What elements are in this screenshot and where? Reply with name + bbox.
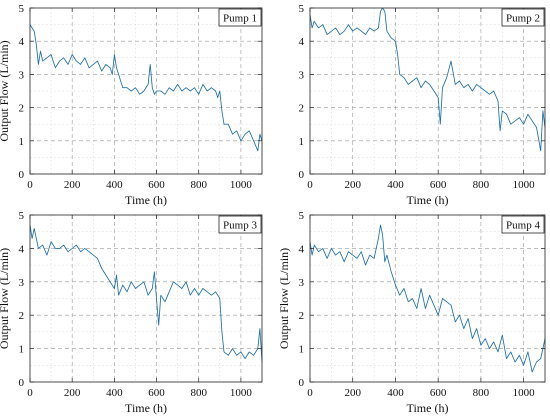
y-tick-label: 0 bbox=[19, 377, 25, 389]
y-tick-label: 0 bbox=[299, 169, 305, 181]
y-tick-label: 3 bbox=[299, 277, 305, 289]
y-tick-label: 1 bbox=[19, 344, 25, 356]
x-tick-label: 1000 bbox=[513, 387, 536, 399]
chart-panel-2: 0 200 400 600 800 1000 0 1 2 3 4 5 Time (h) Pump 2 bbox=[299, 3, 546, 207]
x-axis-label: Time (h) bbox=[407, 193, 449, 207]
x-tick-label: 600 bbox=[430, 387, 447, 399]
plot-frame bbox=[29, 7, 263, 175]
x-tick-label: 0 bbox=[27, 179, 33, 191]
series-line-2-1 bbox=[309, 7, 546, 152]
y-tick-label: 3 bbox=[19, 277, 25, 289]
y-tick-label: 5 bbox=[19, 3, 25, 15]
plot-frame bbox=[309, 214, 546, 383]
series-line-1-1 bbox=[29, 24, 263, 152]
plot-frame bbox=[309, 7, 546, 175]
x-tick-label: 1000 bbox=[513, 179, 536, 191]
x-axis-label: Time (h) bbox=[125, 193, 167, 207]
x-axis-label: Time (h) bbox=[125, 401, 167, 415]
y-axis-label: Output Flow (L/min) bbox=[277, 248, 291, 349]
legend-box bbox=[218, 8, 262, 27]
chart-panel-4: 0 200 400 600 800 1000 0 1 2 3 4 5 Time (h) Output Fl… bbox=[277, 210, 546, 415]
legend-box bbox=[501, 8, 545, 27]
legend-label: Pump 1 bbox=[223, 13, 257, 25]
y-tick-label: 1 bbox=[299, 344, 305, 356]
x-tick-label: 1000 bbox=[230, 387, 253, 399]
y-tick-label: 2 bbox=[19, 310, 25, 322]
x-tick-label: 200 bbox=[344, 387, 361, 399]
legend-label: Pump 4 bbox=[506, 220, 540, 232]
x-tick-label: 400 bbox=[387, 387, 404, 399]
y-tick-label: 0 bbox=[299, 377, 305, 389]
y-tick-label: 5 bbox=[299, 3, 305, 15]
y-tick-label: 2 bbox=[299, 103, 305, 115]
x-tick-label: 400 bbox=[387, 179, 404, 191]
y-tick-label: 4 bbox=[299, 36, 305, 48]
y-tick-label: 3 bbox=[299, 69, 305, 81]
x-tick-label: 200 bbox=[344, 179, 361, 191]
x-tick-label: 400 bbox=[106, 179, 123, 191]
y-tick-label: 3 bbox=[19, 69, 25, 81]
x-tick-label: 200 bbox=[64, 387, 81, 399]
legend-box bbox=[218, 215, 262, 234]
x-tick-label: 200 bbox=[64, 179, 81, 191]
chart-panel-1: 0 200 400 600 800 1000 0 1 2 3 4 5 Time (h) Output Fl… bbox=[0, 3, 263, 207]
y-tick-label: 5 bbox=[19, 210, 25, 222]
series-line-3-1 bbox=[29, 224, 263, 363]
chart-panel-3: 0 200 400 600 800 1000 0 1 2 3 4 5 Time (h) Output Fl… bbox=[0, 210, 263, 415]
y-tick-label: 0 bbox=[19, 169, 25, 181]
legend-box bbox=[501, 215, 545, 234]
x-tick-label: 800 bbox=[473, 387, 490, 399]
x-tick-label: 800 bbox=[190, 387, 207, 399]
y-tick-label: 5 bbox=[299, 210, 305, 222]
y-axis-label: Output Flow (L/min) bbox=[0, 248, 11, 349]
x-tick-label: 0 bbox=[27, 387, 33, 399]
x-tick-label: 600 bbox=[430, 179, 447, 191]
legend-label: Pump 2 bbox=[506, 13, 540, 25]
x-tick-label: 800 bbox=[473, 179, 490, 191]
y-tick-label: 4 bbox=[19, 36, 25, 48]
y-tick-label: 4 bbox=[299, 243, 305, 255]
y-axis-label: Output Flow (L/min) bbox=[0, 40, 11, 141]
x-tick-label: 0 bbox=[307, 387, 313, 399]
x-tick-label: 600 bbox=[148, 179, 165, 191]
y-tick-label: 2 bbox=[299, 310, 305, 322]
x-tick-label: 400 bbox=[106, 387, 123, 399]
plot-frame bbox=[29, 214, 263, 383]
x-axis-label: Time (h) bbox=[407, 401, 449, 415]
x-tick-label: 800 bbox=[190, 179, 207, 191]
x-tick-label: 1000 bbox=[230, 179, 253, 191]
y-tick-label: 1 bbox=[299, 136, 305, 148]
legend-label: Pump 3 bbox=[223, 220, 257, 232]
y-tick-label: 2 bbox=[19, 103, 25, 115]
y-tick-label: 4 bbox=[19, 243, 25, 255]
series-line-4-1 bbox=[309, 224, 546, 373]
x-tick-label: 600 bbox=[148, 387, 165, 399]
y-tick-label: 1 bbox=[19, 136, 25, 148]
x-tick-label: 0 bbox=[307, 179, 313, 191]
